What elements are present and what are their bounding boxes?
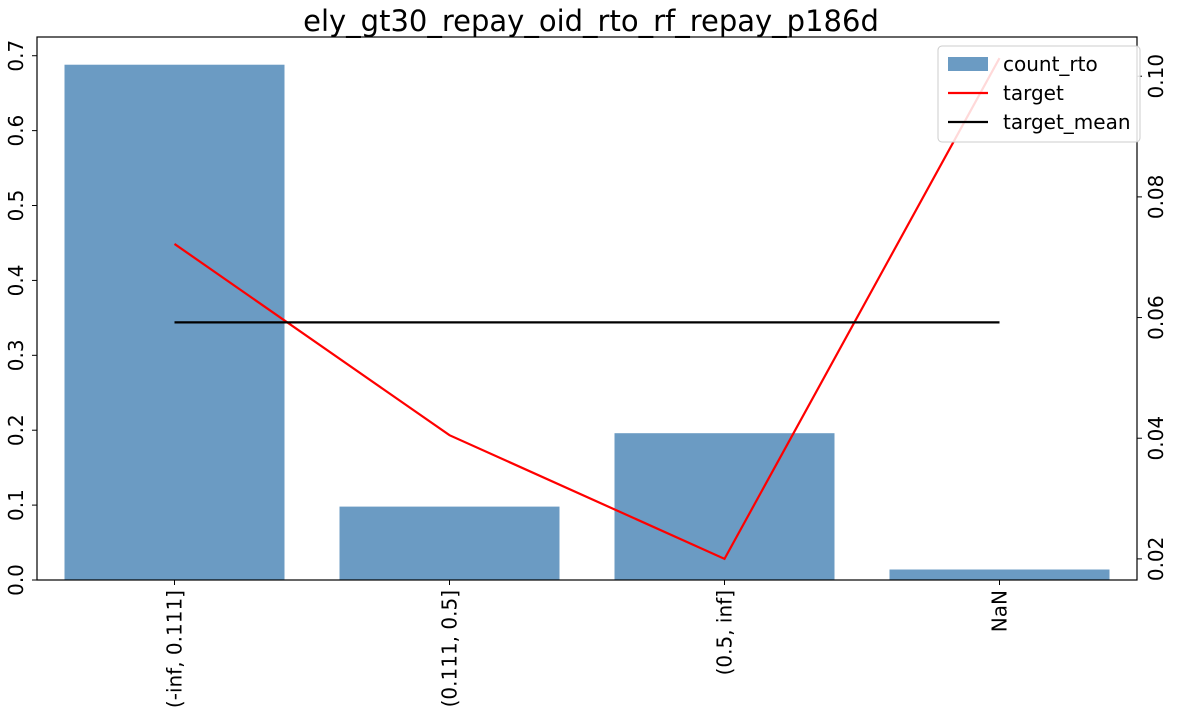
x-tick-label: NaN [988,590,1012,632]
y-left-tick-label: 0.3 [4,339,28,371]
y-left-tick-label: 0.7 [4,40,28,72]
x-tick-label: (0.5, inf] [713,590,737,675]
axes-frame [36,36,1138,581]
y-left-tick-label: 0.1 [4,489,28,521]
y-right-tick-label: 0.06 [1144,295,1168,340]
bar-1 [339,506,560,580]
y-left-tick-label: 0.6 [4,115,28,147]
x-tick-label: (-inf, 0.111] [163,590,187,708]
series-line-target [173,57,1001,561]
legend-swatch-count_rto [948,57,988,71]
y-left-tick-label: 0.2 [4,414,28,446]
chart-title: ely_gt30_repay_oid_rto_rf_repay_p186d [303,4,879,38]
y-right-tick-label: 0.04 [1144,416,1168,461]
bar-3 [889,569,1110,580]
y-left-tick-label: 0.4 [4,265,28,297]
x-tick-label: (0.111, 0.5] [438,590,462,707]
bar-2 [614,433,835,580]
legend-label: target [1003,81,1064,105]
y-right-tick-label: 0.02 [1144,537,1168,582]
axes-layer: 0.0 0.1 0.2 0.3 0.4 0.5 0.6 0.7 0.02 0.04 0.06 0.08… [4,36,1168,708]
lines-layer [173,57,1001,561]
y-right-tick-label: 0.08 [1144,175,1168,220]
y-left-tick-label: 0.5 [4,190,28,222]
legend-box [937,45,1141,143]
legend-label: count_rto [1003,52,1098,76]
legend-label: target_mean [1003,110,1131,134]
y-left-tick-label: 0.0 [4,564,28,596]
y-right-tick-label: 0.10 [1144,54,1168,99]
